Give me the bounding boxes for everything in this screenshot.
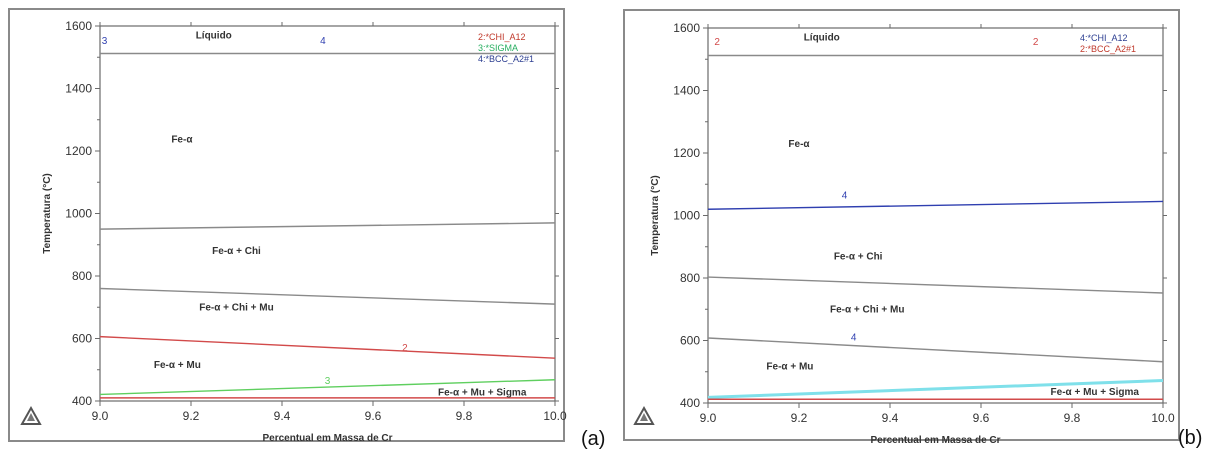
y-tick-label: 800 <box>72 269 92 283</box>
legend-entry: 2:*BCC_A2#1 <box>1080 44 1136 54</box>
curve-number-label: 3 <box>325 376 331 387</box>
x-axis-label: Percentual em Massa de Cr <box>870 435 1000 446</box>
curve-number-label: 4 <box>842 190 848 201</box>
x-tick-label: 10.0 <box>543 409 567 423</box>
x-axis-label: Percentual em Massa de Cr <box>262 433 392 444</box>
panel-label-b: (b) <box>1178 427 1202 450</box>
phase-diagram-panel-a: 400 600 800 1000 1200 1400 1600 9.0 9.2 9.4 9.6 9.8… <box>0 0 600 457</box>
legend-entry: 2:*CHI_A12 <box>478 32 526 42</box>
legend-entry: 4:*BCC_A2#1 <box>478 54 534 64</box>
outer-frame <box>624 10 1179 440</box>
curve-number-label: 2 <box>402 343 408 354</box>
phase-diagram-a-svg: 400 600 800 1000 1200 1400 1600 9.0 9.2 9.4 9.6 9.8… <box>0 0 600 457</box>
x-tick-label: 9.0 <box>700 411 717 425</box>
phase-region-label: Fe-α + Mu + Sigma <box>438 387 527 398</box>
x-tick-label: 9.4 <box>274 409 291 423</box>
curve-number-label: 4 <box>320 36 326 47</box>
x-tick-label: 9.2 <box>791 411 808 425</box>
phase-region-label: Fe-α + Chi <box>834 251 883 262</box>
y-tick-label: 1200 <box>65 144 92 158</box>
x-tick-label: 9.4 <box>882 411 899 425</box>
y-tick-label: 1000 <box>65 207 92 221</box>
phase-region-label: Fe-α + Chi + Mu <box>199 302 274 313</box>
curve-number-label: 4 <box>851 333 857 344</box>
x-tick-label: 9.2 <box>183 409 200 423</box>
curve-number-label: 2 <box>1033 37 1039 48</box>
curve-number-label: 3 <box>102 36 108 47</box>
phase-region-label: Líquido <box>804 33 840 44</box>
x-tick-label: 10.0 <box>1151 411 1175 425</box>
phase-diagram-b-svg: 400 600 800 1000 1200 1400 1600 9.0 9.2 9.4 9.6 9.8… <box>600 0 1205 457</box>
phase-region-label: Fe-α + Mu <box>154 360 201 371</box>
y-tick-label: 1600 <box>65 19 92 33</box>
phase-region-label: Fe-α <box>788 139 810 150</box>
phase-region-label: Fe-α + Mu <box>766 361 813 372</box>
y-tick-label: 400 <box>72 394 92 408</box>
legend-entry: 3:*SIGMA <box>478 43 518 53</box>
x-tick-label: 9.8 <box>1064 411 1081 425</box>
y-tick-label: 800 <box>680 271 700 285</box>
phase-region-label: Fe-α + Mu + Sigma <box>1051 387 1140 398</box>
phase-region-label: Fe-α + Chi <box>212 246 261 257</box>
curve-number-label: 2 <box>714 37 720 48</box>
phase-diagram-panel-b: 400 600 800 1000 1200 1400 1600 9.0 9.2 9.4 9.6 9.8… <box>600 0 1205 457</box>
phase-region-label: Fe-α + Chi + Mu <box>830 304 905 315</box>
outer-frame <box>9 9 564 441</box>
phase-region-label: Fe-α <box>171 134 193 145</box>
y-tick-label: 1400 <box>673 84 700 98</box>
y-tick-label: 400 <box>680 396 700 410</box>
y-tick-label: 600 <box>72 332 92 346</box>
x-tick-label: 9.6 <box>365 409 382 423</box>
legend-entry: 4:*CHI_A12 <box>1080 33 1128 43</box>
y-axis-label: Temperatura (°C) <box>42 173 53 254</box>
y-tick-label: 1400 <box>65 82 92 96</box>
y-tick-label: 1000 <box>673 209 700 223</box>
y-axis-label: Temperatura (°C) <box>650 175 661 256</box>
y-tick-label: 1600 <box>673 21 700 35</box>
y-tick-label: 600 <box>680 334 700 348</box>
x-tick-label: 9.6 <box>973 411 990 425</box>
phase-region-label: Líquido <box>196 31 232 42</box>
x-tick-label: 9.8 <box>456 409 473 423</box>
x-tick-label: 9.0 <box>92 409 109 423</box>
y-tick-label: 1200 <box>673 146 700 160</box>
